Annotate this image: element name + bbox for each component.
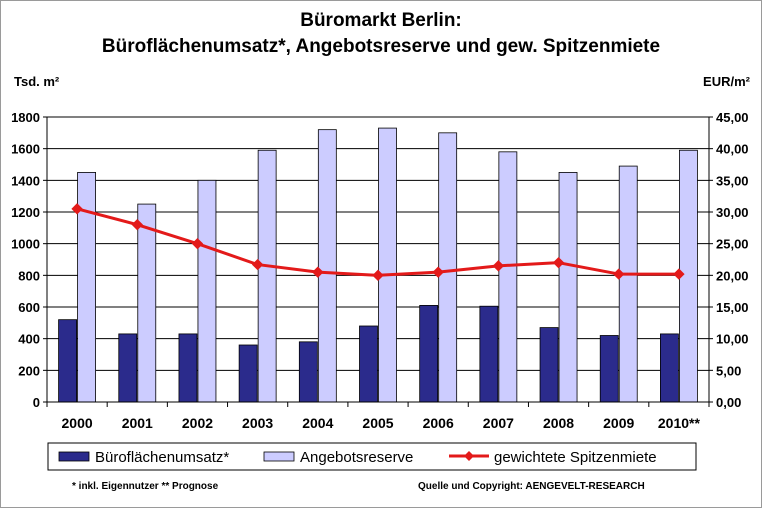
bar-bueroflaechenumsatz bbox=[539, 327, 559, 403]
spitzenmiete-point bbox=[251, 258, 264, 271]
source-note: Quelle und Copyright: AENGEVELT-RESEARCH bbox=[418, 481, 645, 492]
y-left-tick-label: 1600 bbox=[11, 142, 40, 157]
x-tick-label: 2008 bbox=[543, 415, 574, 431]
right-axis-unit: EUR/m² bbox=[703, 74, 750, 89]
y-left-tick-label: 0 bbox=[33, 395, 40, 410]
x-tick-label: 2004 bbox=[302, 415, 333, 431]
spitzenmiete-point bbox=[191, 237, 204, 250]
y-left-tick-label: 1000 bbox=[11, 237, 40, 252]
bar-angebotsreserve bbox=[197, 179, 217, 403]
x-tick-label: 2005 bbox=[362, 415, 393, 431]
x-tick-label: 2007 bbox=[483, 415, 514, 431]
bar-bueroflaechenumsatz bbox=[479, 305, 499, 403]
spitzenmiete-point bbox=[492, 260, 505, 272]
spitzenmiete-point bbox=[673, 268, 685, 280]
x-tick-label: 2001 bbox=[122, 415, 153, 431]
y-right-tick-label: 35,00 bbox=[716, 173, 749, 188]
legend-label-bueroflaechenumsatz: Büroflächenumsatz* bbox=[95, 449, 229, 466]
y-right-tick-label: 45,00 bbox=[716, 110, 749, 125]
y-right-tick-label: 0,00 bbox=[716, 395, 741, 410]
bar-bueroflaechenumsatz bbox=[58, 319, 77, 403]
x-tick-label: 2003 bbox=[242, 415, 273, 431]
spitzenmiete-point bbox=[432, 266, 444, 278]
left-axis-unit: Tsd. m² bbox=[14, 74, 60, 89]
x-tick-label: 2006 bbox=[423, 415, 454, 431]
y-left-tick-label: 600 bbox=[18, 300, 40, 315]
x-tick-label: 2002 bbox=[182, 415, 213, 431]
y-left-tick-label: 1200 bbox=[11, 205, 40, 220]
spitzenmiete-point bbox=[71, 203, 83, 215]
spitzenmiete-point bbox=[312, 266, 324, 278]
y-right-tick-label: 30,00 bbox=[716, 205, 749, 220]
y-right-tick-label: 25,00 bbox=[716, 237, 749, 252]
spitzenmiete-point bbox=[131, 218, 143, 231]
y-left-tick-label: 400 bbox=[18, 332, 40, 347]
y-right-tick-label: 20,00 bbox=[716, 268, 749, 283]
bar-angebotsreserve bbox=[438, 132, 458, 403]
bar-bueroflaechenumsatz bbox=[419, 305, 439, 403]
y-right-tick-label: 5,00 bbox=[716, 363, 741, 378]
x-tick-label: 2000 bbox=[62, 415, 93, 431]
bar-angebotsreserve bbox=[498, 151, 518, 403]
bar-angebotsreserve bbox=[137, 203, 157, 403]
bar-angebotsreserve bbox=[618, 165, 638, 403]
y-left-tick-label: 1400 bbox=[11, 173, 40, 188]
chart-subtitle: Büroflächenumsatz*, Angebotsreserve und … bbox=[101, 36, 661, 57]
legend-swatch-angebotsreserve bbox=[263, 451, 295, 462]
bar-bueroflaechenumsatz bbox=[660, 333, 679, 403]
spitzenmiete-line bbox=[76, 207, 679, 277]
legend-marker-spitzenmiete bbox=[464, 451, 474, 461]
x-tick-label: 2009 bbox=[603, 415, 634, 431]
legend-label-spitzenmiete: gewichtete Spitzenmiete bbox=[494, 449, 657, 466]
bar-angebotsreserve bbox=[317, 129, 337, 403]
y-right-tick-label: 10,00 bbox=[716, 332, 749, 347]
footnote: * inkl. Eigennutzer ** Prognose bbox=[72, 481, 219, 492]
y-left-tick-label: 1800 bbox=[11, 110, 40, 125]
legend-box bbox=[47, 442, 697, 471]
bar-angebotsreserve bbox=[558, 172, 578, 403]
legend-label-angebotsreserve: Angebotsreserve bbox=[300, 449, 413, 466]
bar-angebotsreserve bbox=[257, 149, 277, 403]
bar-bueroflaechenumsatz bbox=[118, 333, 138, 403]
spitzenmiete-point bbox=[552, 256, 565, 269]
spitzenmiete-point bbox=[613, 268, 625, 280]
y-left-tick-label: 200 bbox=[18, 363, 40, 378]
y-left-tick-label: 800 bbox=[18, 268, 40, 283]
bar-bueroflaechenumsatz bbox=[178, 333, 198, 403]
bar-bueroflaechenumsatz bbox=[359, 325, 378, 403]
spitzenmiete-point bbox=[372, 269, 384, 282]
x-tick-label: 2010** bbox=[658, 415, 701, 431]
bar-bueroflaechenumsatz bbox=[599, 335, 619, 403]
bar-bueroflaechenumsatz bbox=[238, 344, 258, 403]
y-right-tick-label: 40,00 bbox=[716, 142, 749, 157]
legend-swatch-bueroflaechenumsatz bbox=[58, 451, 90, 462]
y-right-tick-label: 15,00 bbox=[716, 300, 749, 315]
chart-title: Büromarkt Berlin: bbox=[300, 10, 462, 31]
bar-angebotsreserve bbox=[378, 127, 397, 403]
bar-bueroflaechenumsatz bbox=[298, 341, 318, 403]
